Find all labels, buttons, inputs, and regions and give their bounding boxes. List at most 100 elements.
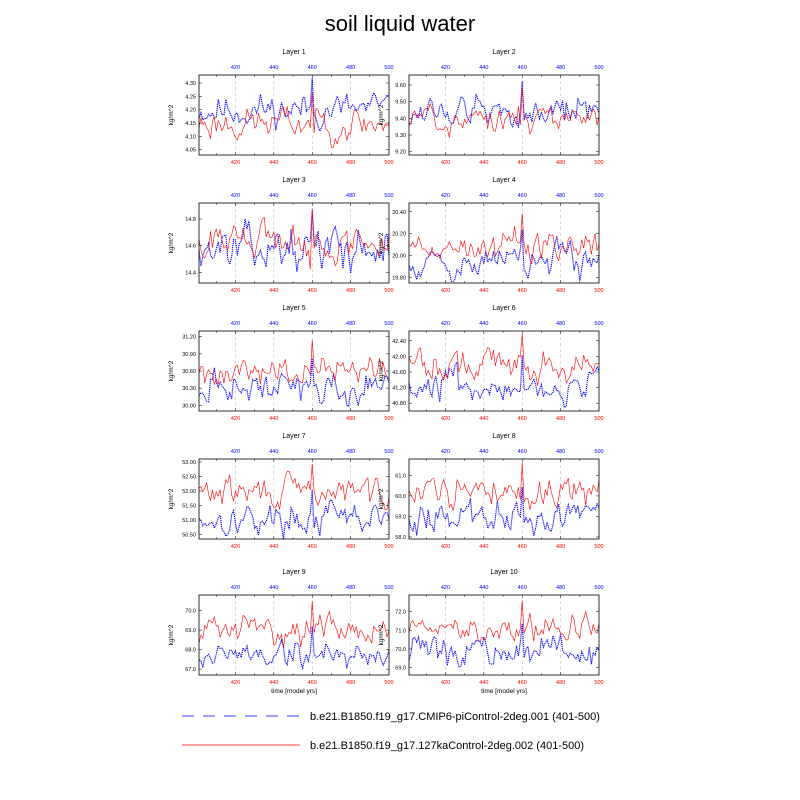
x-tick-label-bottom: 500 xyxy=(594,160,603,166)
series-line-127ka xyxy=(408,600,600,642)
x-tick-label-top: 460 xyxy=(518,449,527,455)
x-tick-label-top: 480 xyxy=(346,585,355,591)
y-axis-label: kg/m^2 xyxy=(168,624,175,645)
panel-title: Layer 10 xyxy=(490,569,517,576)
x-tick-label-bottom: 460 xyxy=(518,680,527,686)
x-tick-label-bottom: 460 xyxy=(518,416,527,422)
plot-frame xyxy=(408,74,600,156)
x-tick-label-top: 440 xyxy=(479,65,488,71)
x-tick-label-bottom: 440 xyxy=(479,416,488,422)
x-tick-label-top: 500 xyxy=(594,449,603,455)
y-tick-label: 69.0 xyxy=(395,666,406,672)
y-tick-label: 9.50 xyxy=(395,100,406,106)
y-axis-label: kg/m^2 xyxy=(378,232,385,253)
panel-layer-1: Layer 1 420 420 440 440 460 460 480 480 500 500 4.0… xyxy=(168,49,394,166)
y-tick-label: 14.8 xyxy=(185,217,196,223)
x-tick-label-top: 420 xyxy=(441,65,450,71)
x-tick-label-top: 480 xyxy=(346,321,355,327)
plot-frame xyxy=(408,594,600,676)
x-tick-label-bottom: 420 xyxy=(441,160,450,166)
x-tick-label-bottom: 500 xyxy=(594,288,603,294)
x-tick-label-top: 460 xyxy=(518,193,527,199)
y-tick-label: 41.60 xyxy=(392,370,406,376)
x-tick-label-bottom: 500 xyxy=(384,544,393,550)
x-tick-label-bottom: 480 xyxy=(346,680,355,686)
y-tick-label: 19.80 xyxy=(392,276,406,282)
y-tick-label: 9.60 xyxy=(395,83,406,89)
x-tick-label-bottom: 480 xyxy=(556,160,565,166)
x-tick-label-top: 420 xyxy=(231,193,240,199)
y-tick-label: 70.0 xyxy=(185,609,196,615)
x-tick-label-bottom: 460 xyxy=(308,544,317,550)
x-tick-label-top: 480 xyxy=(346,193,355,199)
series-line-127ka xyxy=(198,208,390,270)
y-tick-label: 68.0 xyxy=(185,648,196,654)
x-tick-label-top: 460 xyxy=(308,321,317,327)
x-tick-label-bottom: 440 xyxy=(269,680,278,686)
legend-label-127ka: b.e21.B1850.f19_g17.127kaControl-2deg.00… xyxy=(310,740,584,752)
x-tick-label-bottom: 440 xyxy=(269,544,278,550)
x-tick-label-top: 480 xyxy=(346,449,355,455)
x-tick-label-top: 500 xyxy=(594,65,603,71)
x-tick-label-bottom: 500 xyxy=(384,160,393,166)
series-line-127ka xyxy=(408,462,600,511)
figure-title: soil liquid water xyxy=(325,11,475,36)
x-tick-label-top: 500 xyxy=(384,193,393,199)
panel-title: Layer 4 xyxy=(492,177,515,184)
x-tick-label-bottom: 500 xyxy=(384,288,393,294)
x-tick-label-bottom: 440 xyxy=(479,544,488,550)
panel-layer-7: Layer 7 420 420 440 440 460 460 480 480 500 500 50.… xyxy=(168,433,394,550)
x-tick-label-top: 420 xyxy=(441,193,450,199)
panel-layer-4: Layer 4 420 420 440 440 460 460 480 480 500 500 19.… xyxy=(378,177,604,294)
x-tick-label-bottom: 480 xyxy=(346,544,355,550)
x-tick-label-top: 500 xyxy=(384,65,393,71)
series-line-127ka xyxy=(408,333,600,386)
x-tick-label-top: 440 xyxy=(479,585,488,591)
plot-frame xyxy=(198,202,390,284)
x-tick-label-top: 420 xyxy=(441,321,450,327)
y-tick-label: 4.20 xyxy=(185,108,196,114)
y-tick-label: 50.50 xyxy=(182,533,196,539)
y-tick-label: 14.4 xyxy=(185,270,196,276)
y-tick-label: 30.90 xyxy=(182,352,196,358)
series-line-127ka xyxy=(408,87,600,138)
x-tick-label-top: 500 xyxy=(594,585,603,591)
y-axis-label: kg/m^2 xyxy=(168,488,175,509)
x-tick-label-top: 460 xyxy=(308,193,317,199)
x-tick-label-top: 440 xyxy=(269,449,278,455)
series-line-127ka xyxy=(198,340,390,385)
x-tick-label-bottom: 420 xyxy=(231,544,240,550)
x-tick-label-top: 460 xyxy=(518,585,527,591)
x-tick-label-bottom: 420 xyxy=(441,680,450,686)
plot-frame xyxy=(408,458,600,540)
x-tick-label-bottom: 420 xyxy=(231,680,240,686)
y-tick-label: 9.40 xyxy=(395,116,406,122)
panel-title: Layer 6 xyxy=(492,305,515,312)
x-tick-label-bottom: 460 xyxy=(518,160,527,166)
plot-frame xyxy=(198,594,390,676)
x-tick-label-top: 460 xyxy=(308,65,317,71)
plot-frame xyxy=(408,330,600,412)
x-axis-label: time [model yrs] xyxy=(271,688,317,695)
x-tick-label-top: 500 xyxy=(384,321,393,327)
x-tick-label-top: 480 xyxy=(556,321,565,327)
x-tick-label-top: 440 xyxy=(479,449,488,455)
y-tick-label: 51.00 xyxy=(182,518,196,524)
y-axis-label: kg/m^2 xyxy=(378,624,385,645)
x-tick-label-bottom: 440 xyxy=(269,288,278,294)
y-tick-label: 20.20 xyxy=(392,232,406,238)
y-tick-label: 9.20 xyxy=(395,150,406,156)
x-tick-label-bottom: 500 xyxy=(594,680,603,686)
x-tick-label-top: 460 xyxy=(518,321,527,327)
y-tick-label: 4.30 xyxy=(185,81,196,87)
x-tick-label-top: 460 xyxy=(308,449,317,455)
panel-layer-6: Layer 6 420 420 440 440 460 460 480 480 500 500 40.… xyxy=(378,305,604,422)
series-line-127ka xyxy=(198,601,390,648)
x-tick-label-top: 480 xyxy=(556,585,565,591)
series-line-piControl xyxy=(408,81,600,128)
panel-layer-10: Layer 10 420 420 440 440 460 460 480 480 500 500 69… xyxy=(378,569,604,695)
x-tick-label-bottom: 420 xyxy=(441,416,450,422)
y-tick-label: 42.40 xyxy=(392,339,406,345)
x-tick-label-top: 460 xyxy=(518,65,527,71)
x-tick-label-bottom: 460 xyxy=(308,288,317,294)
